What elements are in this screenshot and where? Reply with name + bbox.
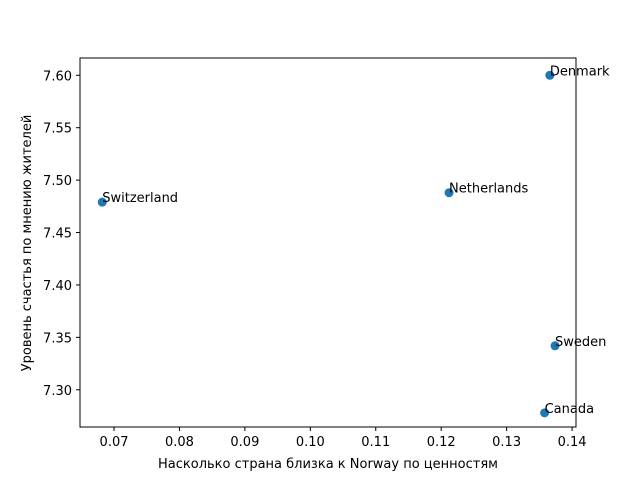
y-axis-label: Уровень счастья по мнению жителей bbox=[20, 115, 35, 372]
x-tick-label: 0.08 bbox=[165, 435, 194, 450]
data-points: Denmark Switzerland Netherlands Sweden Canad… bbox=[97, 64, 610, 418]
point-label: Canada bbox=[545, 402, 594, 417]
y-tick-label: 7.45 bbox=[43, 227, 72, 242]
scatter-point bbox=[97, 197, 107, 207]
y-tick-label: 7.40 bbox=[43, 279, 72, 294]
y-tick-label: 7.35 bbox=[43, 331, 72, 346]
x-axis-label: Насколько страна близка к Norway по ценн… bbox=[158, 457, 498, 472]
x-tick-label: 0.09 bbox=[230, 435, 259, 450]
x-axis-ticks: 0.07 0.08 0.09 0.10 0.11 0.12 0.13 0.14 bbox=[100, 427, 587, 450]
x-tick-label: 0.12 bbox=[427, 435, 456, 450]
y-axis-ticks: 7.30 7.35 7.40 7.45 7.50 7.55 7.60 bbox=[43, 69, 80, 399]
x-tick-label: 0.14 bbox=[558, 435, 587, 450]
y-tick-label: 7.60 bbox=[43, 69, 72, 84]
scatter-point bbox=[550, 341, 560, 351]
plot-frame bbox=[79, 57, 577, 428]
y-tick-label: 7.30 bbox=[43, 384, 72, 399]
plot-area bbox=[80, 58, 576, 427]
y-tick-label: 7.55 bbox=[43, 122, 72, 137]
x-tick-label: 0.10 bbox=[296, 435, 325, 450]
x-tick-label: 0.13 bbox=[492, 435, 521, 450]
x-tick-label: 0.07 bbox=[100, 435, 129, 450]
scatter-point bbox=[444, 188, 454, 198]
point-label: Netherlands bbox=[449, 182, 528, 197]
scatter-point bbox=[545, 70, 555, 80]
point-label: Switzerland bbox=[102, 191, 178, 206]
point-label: Sweden bbox=[555, 335, 606, 350]
scatter-point bbox=[540, 408, 550, 418]
point-label: Denmark bbox=[550, 64, 610, 79]
y-tick-label: 7.50 bbox=[43, 174, 72, 189]
x-tick-label: 0.11 bbox=[361, 435, 390, 450]
